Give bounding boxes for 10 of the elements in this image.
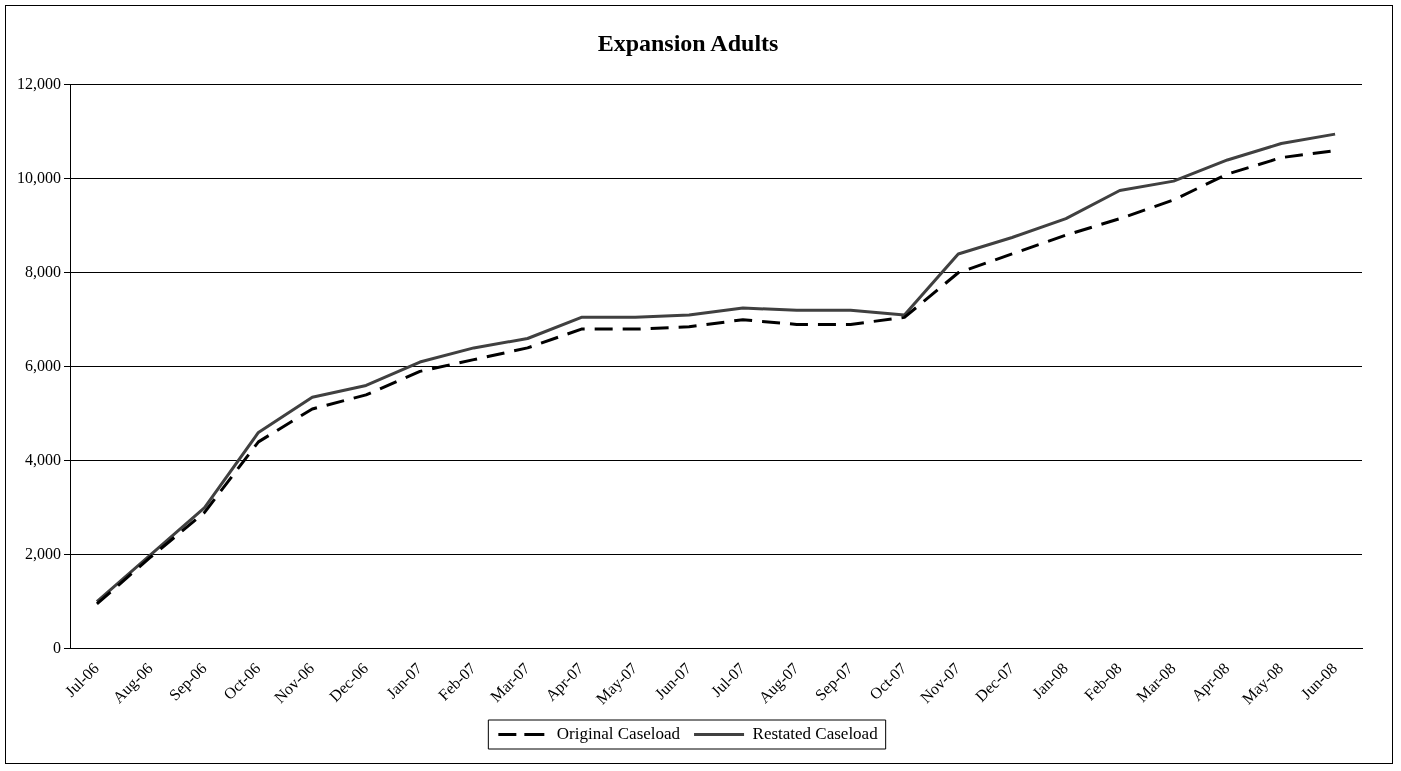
legend-label: Restated Caseload — [752, 723, 879, 743]
legend-label: Original Caseload — [556, 723, 681, 743]
y-tick-label: 0 — [53, 638, 61, 656]
chart-title: Expansion Adults — [597, 29, 779, 56]
y-tick-label: 10,000 — [17, 168, 61, 186]
y-tick-label: 2,000 — [25, 544, 61, 562]
y-tick-label: 8,000 — [25, 262, 61, 280]
y-tick-label: 6,000 — [25, 356, 61, 374]
y-tick-label: 4,000 — [25, 450, 61, 468]
y-tick-label: 12,000 — [17, 75, 61, 92]
